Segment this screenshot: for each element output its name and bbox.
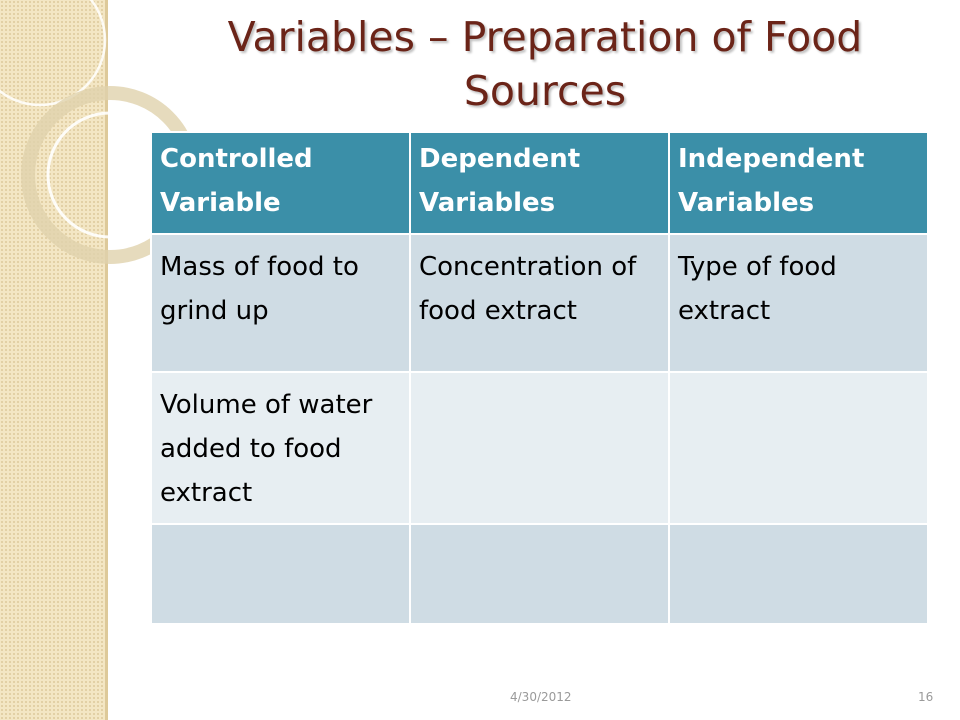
header-independent-variables: Independent Variables bbox=[668, 131, 929, 235]
table-cell bbox=[668, 371, 929, 525]
slide-title: Variables – Preparation of Food Sources bbox=[227, 13, 863, 115]
table-cell: Type of food extract bbox=[668, 233, 929, 373]
footer-date: 4/30/2012 bbox=[510, 690, 572, 704]
table-cell bbox=[409, 371, 670, 525]
deco-circle-top bbox=[0, 0, 107, 107]
table-cell: Concentration of food extract bbox=[409, 233, 670, 373]
table-row bbox=[150, 523, 929, 625]
header-dependent-variables: Dependent Variables bbox=[409, 131, 670, 235]
table-cell bbox=[409, 523, 670, 625]
footer-page-number: 16 bbox=[918, 690, 934, 704]
table-row: Mass of food to grind up Concentration o… bbox=[150, 233, 929, 373]
table-cell bbox=[668, 523, 929, 625]
table-header-row: Controlled Variable Dependent Variables … bbox=[150, 131, 929, 235]
table-cell bbox=[150, 523, 411, 625]
table-cell: Mass of food to grind up bbox=[150, 233, 411, 373]
table-cell: Volume of water added to food extract bbox=[150, 371, 411, 525]
variables-table: Controlled Variable Dependent Variables … bbox=[150, 131, 929, 625]
header-controlled-variable: Controlled Variable bbox=[150, 131, 411, 235]
table-row: Volume of water added to food extract bbox=[150, 371, 929, 525]
side-band-edge bbox=[105, 0, 108, 720]
